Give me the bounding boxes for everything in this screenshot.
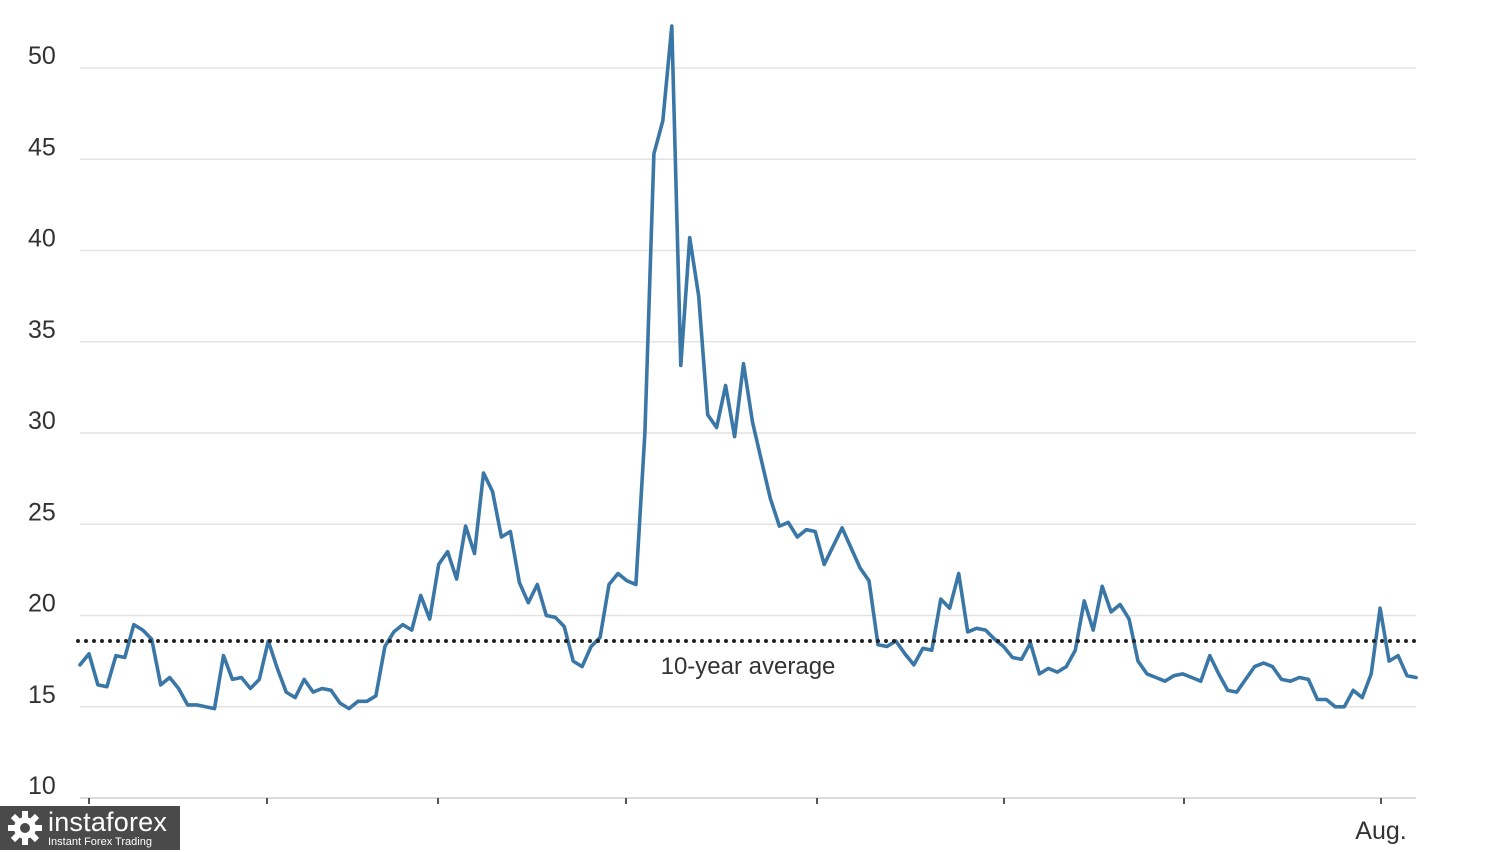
x-tick-label-7: Aug. [1355,817,1406,845]
y-tick-label-35: 35 [28,316,56,344]
instaforex-watermark: instaforex Instant Forex Trading [0,806,180,850]
y-tick-label-50: 50 [28,42,56,70]
y-tick-label-30: 30 [28,407,56,435]
gridlines [80,67,1416,708]
y-tick-label-15: 15 [28,681,56,709]
watermark-brand: instaforex [48,806,168,837]
series-line [78,24,1418,711]
y-tick-label-40: 40 [28,225,56,253]
x-axis: Aug. [80,797,1416,845]
ten-year-average-label: 10-year average [661,653,836,680]
series-group [78,24,1418,711]
y-tick-label-25: 25 [28,498,56,526]
gear-logo-icon [6,809,44,847]
y-tick-label-10: 10 [28,772,56,800]
y-tick-label-45: 45 [28,133,56,161]
reference-line-group: 10-year average [76,639,1418,680]
y-axis-labels: 10 15 20 25 30 35 40 45 50 [28,42,56,800]
y-tick-label-20: 20 [28,590,56,618]
watermark-tagline: Instant Forex Trading [48,835,152,848]
